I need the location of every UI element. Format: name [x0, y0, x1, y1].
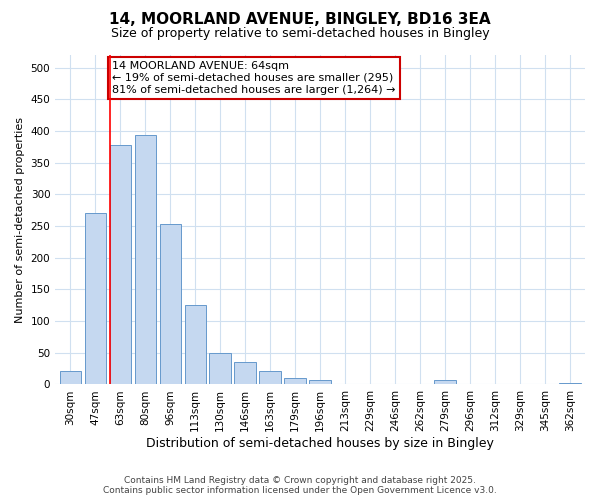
Bar [235, 362, 256, 384]
Bar [434, 380, 455, 384]
Bar [209, 353, 231, 384]
Y-axis label: Number of semi-detached properties: Number of semi-detached properties [15, 116, 25, 322]
Bar [284, 378, 306, 384]
Text: Size of property relative to semi-detached houses in Bingley: Size of property relative to semi-detach… [110, 28, 490, 40]
Bar [85, 214, 106, 384]
Bar [559, 382, 581, 384]
Text: 14, MOORLAND AVENUE, BINGLEY, BD16 3EA: 14, MOORLAND AVENUE, BINGLEY, BD16 3EA [109, 12, 491, 28]
Text: Contains HM Land Registry data © Crown copyright and database right 2025.
Contai: Contains HM Land Registry data © Crown c… [103, 476, 497, 495]
Text: 14 MOORLAND AVENUE: 64sqm
← 19% of semi-detached houses are smaller (295)
81% of: 14 MOORLAND AVENUE: 64sqm ← 19% of semi-… [112, 62, 395, 94]
Bar [134, 135, 156, 384]
Bar [160, 224, 181, 384]
Bar [310, 380, 331, 384]
Bar [259, 370, 281, 384]
Bar [110, 145, 131, 384]
Bar [59, 370, 81, 384]
X-axis label: Distribution of semi-detached houses by size in Bingley: Distribution of semi-detached houses by … [146, 437, 494, 450]
Bar [185, 304, 206, 384]
